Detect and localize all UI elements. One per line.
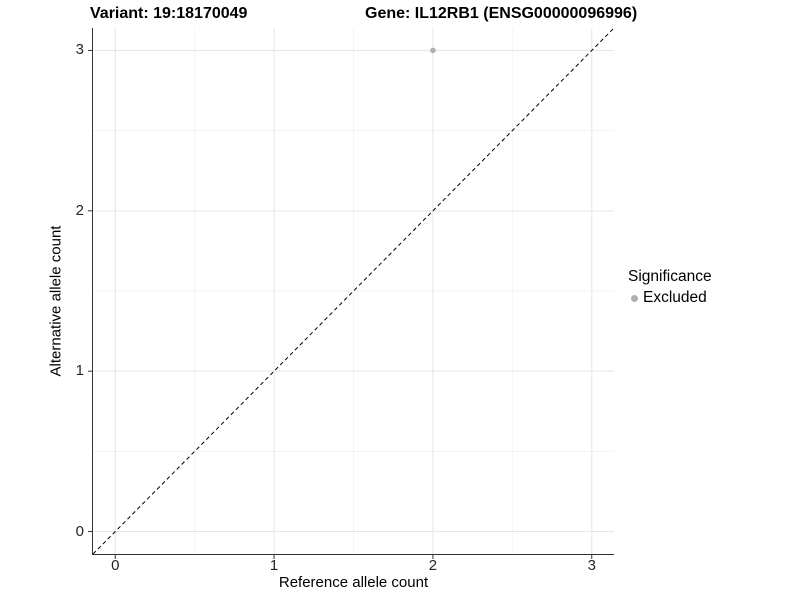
y-tick-label: 1	[75, 362, 84, 380]
y-tick-label: 3	[75, 41, 84, 59]
x-tick-label: 1	[269, 557, 279, 574]
x-tick-label: 2	[428, 557, 438, 574]
y-tick-label: 2	[75, 201, 84, 219]
excluded-point-icon	[631, 294, 638, 302]
plot-title-gene: Gene: IL12RB1 (ENSG00000096996)	[365, 5, 638, 22]
legend: Significance Excluded	[628, 268, 712, 307]
plot-title-variant: Variant: 19:18170049	[90, 5, 248, 22]
y-axis-label: Alternative allele count	[47, 225, 65, 377]
x-axis-label: Reference allele count	[278, 574, 429, 591]
x-tick-label: 3	[587, 557, 596, 574]
legend-item-label: Excluded	[643, 289, 707, 306]
legend-item-excluded: Excluded	[628, 289, 712, 307]
legend-title: Significance	[628, 268, 712, 285]
y-tick-label: 0	[75, 522, 84, 540]
data-point	[430, 47, 436, 54]
x-tick-label: 0	[111, 557, 120, 574]
identity-line	[92, 27, 615, 555]
